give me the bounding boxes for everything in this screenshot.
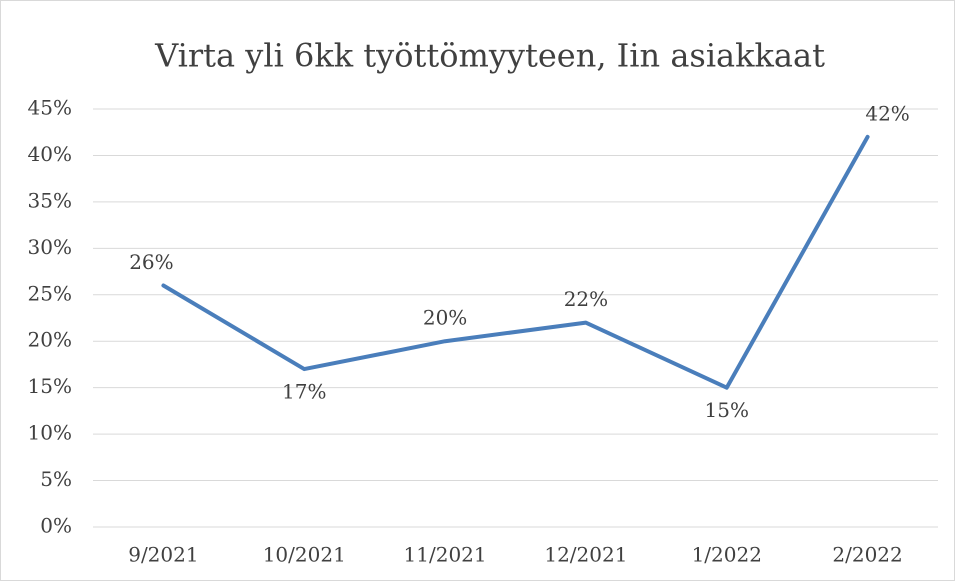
- y-tick-label: 0%: [40, 514, 72, 538]
- data-label: 42%: [865, 101, 909, 125]
- x-tick-label: 12/2021: [544, 543, 627, 567]
- x-tick-label: 10/2021: [263, 543, 346, 567]
- y-tick-label: 15%: [28, 374, 72, 398]
- y-tick-label: 25%: [28, 281, 72, 305]
- chart-title: Virta yli 6kk työttömyyteen, Iin asiakka…: [154, 37, 825, 75]
- line: [161, 134, 870, 390]
- x-tick-label: 11/2021: [404, 543, 487, 567]
- y-tick-label: 40%: [28, 142, 72, 166]
- x-tick-label: 2/2022: [832, 543, 902, 567]
- y-tick-label: 35%: [28, 188, 72, 212]
- y-tick-label: 20%: [28, 328, 72, 352]
- data-label: 17%: [282, 380, 326, 404]
- x-tick-label: 1/2022: [692, 543, 762, 567]
- y-tick-label: 10%: [28, 421, 72, 445]
- y-tick-label: 5%: [40, 467, 72, 491]
- x-tick-label: 9/2021: [128, 543, 198, 567]
- data-label: 26%: [129, 250, 173, 274]
- y-tick-label: 30%: [28, 235, 72, 259]
- data-label: 22%: [564, 287, 608, 311]
- data-label: 15%: [705, 398, 749, 422]
- data-label: 20%: [423, 306, 467, 330]
- y-tick-label: 45%: [28, 96, 72, 120]
